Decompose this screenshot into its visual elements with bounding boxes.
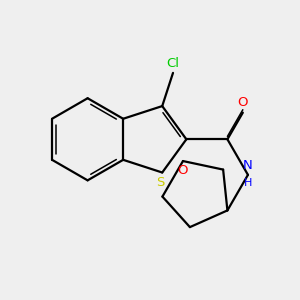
Text: O: O xyxy=(238,96,248,109)
Text: H: H xyxy=(244,178,252,188)
Text: N: N xyxy=(243,159,253,172)
Text: Cl: Cl xyxy=(167,57,179,70)
Text: S: S xyxy=(156,176,164,189)
Text: O: O xyxy=(178,164,188,177)
